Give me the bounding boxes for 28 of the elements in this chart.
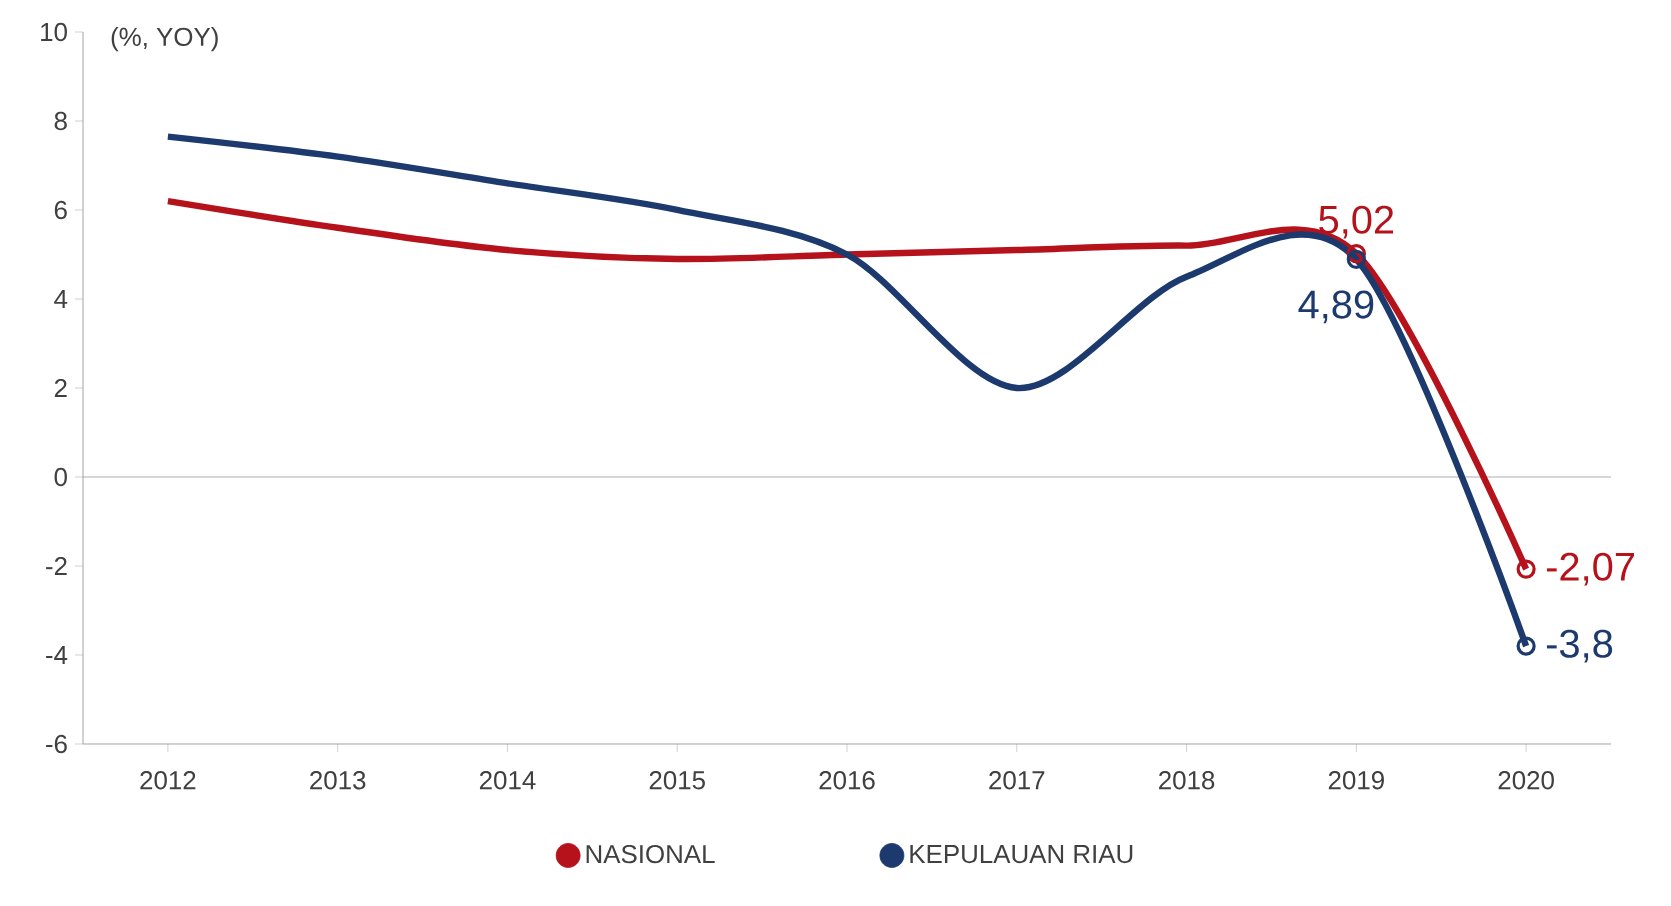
x-tick-label: 2020 (1498, 771, 1554, 790)
x-tick-label: 2014 (479, 771, 536, 790)
x-tick-label: 2013 (310, 771, 366, 790)
legend-label: NASIONAL (586, 844, 715, 864)
x-tick-label: 2015 (649, 771, 705, 790)
y-axis-title: (%, YOY) (111, 27, 218, 52)
legend-label: KEPULAUAN RIAU (910, 845, 1133, 864)
y-tick-label: 8 (54, 111, 67, 131)
y-tick-label: 0 (54, 467, 67, 487)
y-tick-label: 10 (41, 22, 67, 42)
x-tick-label: 2019 (1328, 771, 1384, 790)
x-tick-label: 2017 (989, 771, 1045, 790)
data-label: 4,89 (1298, 290, 1374, 324)
point (1346, 249, 1366, 269)
x-tick-label: 2016 (819, 771, 875, 790)
point (1516, 636, 1536, 656)
y-tick-label: 6 (54, 200, 67, 220)
x-tick-label: 2012 (140, 771, 196, 790)
y-tick-label: -4 (46, 646, 68, 664)
y-tick-label: -2 (46, 556, 67, 576)
data-label: -3,8 (1546, 629, 1613, 663)
y-tick-label: 2 (54, 378, 67, 398)
y-tick-label: -6 (46, 734, 67, 754)
x-tick-label: 2018 (1159, 771, 1215, 790)
y-tick-label: 4 (54, 290, 68, 308)
point (1516, 559, 1536, 579)
data-label: 5,02 (1319, 205, 1394, 239)
data-label: -2,07 (1546, 552, 1634, 586)
